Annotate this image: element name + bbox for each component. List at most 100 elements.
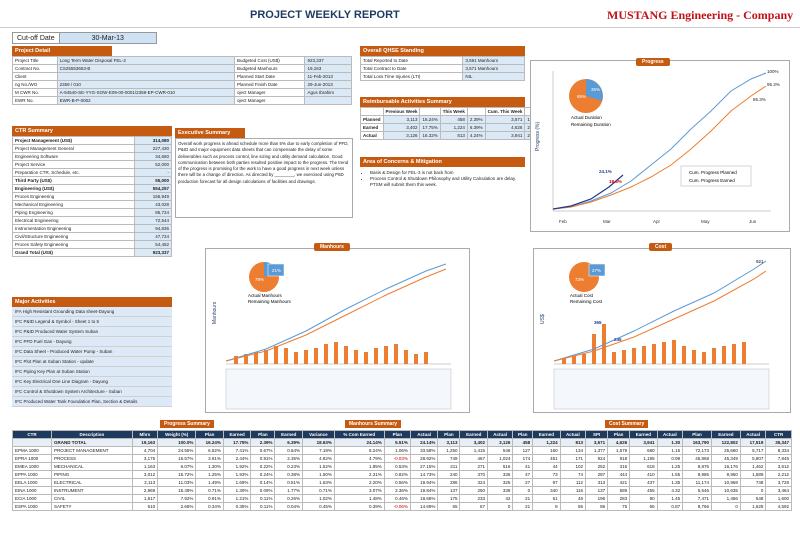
summary-header-cell: Weight (%) [157, 430, 197, 439]
summary-row: EPRA 1000 PROCESS 3,175 16.57% 3.91% 2.44% 0.9… [11, 454, 792, 463]
summary-cell: INSTRUMENT [51, 486, 133, 495]
qhse-row: Total Loss Time Injuries (LTI) NIL [359, 72, 525, 81]
pie-pct-1: 65% [577, 94, 586, 99]
chart-bar [672, 340, 676, 364]
summary-cell: 86 [585, 502, 609, 511]
cost-pie-legend-2: Remaining Cost [570, 299, 603, 304]
ctr-row: Mechanical Engineering 43,028 [12, 200, 173, 209]
ctr-label: Third Party (US$) [12, 176, 135, 185]
summary-cell: 127 [512, 446, 534, 455]
ctr-label: Electrical Engineering [12, 216, 135, 225]
ctr-label: Engineering (US$) [12, 184, 135, 193]
summary-header-cell: Earned [274, 430, 303, 439]
ctr-summary-header: CTR Summary [12, 126, 172, 136]
summary-cell: 3,512 [765, 462, 792, 471]
summary-cell: PROJECT MANAGEMENT [51, 446, 133, 455]
summary-cell: 48 [559, 494, 587, 503]
chart-bar [354, 350, 358, 364]
summary-cell: 1.21% [222, 494, 252, 503]
summary-cell: 100.0% [157, 438, 197, 447]
chart-bar [254, 352, 258, 364]
activity-item: IFC Control & Shutdown System Architectu… [12, 387, 172, 397]
progress-label-4: 24.1% [599, 169, 612, 174]
activity-item: IFC Piping Key Plan at Suban Station [12, 367, 172, 377]
summary-cell: 370 [459, 470, 488, 479]
project-detail-row: Client Planned Start Date 11-Feb-2013 [12, 72, 352, 81]
mh-pie-2: 21% [272, 268, 281, 273]
summary-cell: 1.35 [656, 478, 684, 487]
cutoff-value[interactable]: 30-Mar-13 [58, 33, 156, 43]
summary-row: EINA 1000 INSTRUMENT 2,969 15.49% 0.71% 1.30%… [11, 486, 792, 495]
project-detail-row: M CWR No. A-94540-SE-YYG-SOW-E09-00-0001/… [12, 88, 352, 97]
summary-cell: 33.58% [409, 446, 439, 455]
chart-bar [632, 348, 636, 364]
summary-row: EPMA 1000 PROJECT MANAGEMENT 4,704 24.55% 6.… [11, 446, 792, 455]
summary-cell: PIPING [51, 470, 133, 479]
summary-cell: 2.66% [157, 502, 197, 511]
cost-label-3: 245 [614, 337, 622, 342]
summary-cell: 137 [437, 486, 461, 495]
summary-header-cell: Plan [195, 430, 224, 439]
summary-cell: 283 [607, 494, 631, 503]
actual-line [552, 174, 624, 210]
concerns-panel: Area of Concerns & Mitigation Basis & De… [360, 157, 525, 217]
qhse-label: Total Loss Time Injuries (LTI) [359, 72, 464, 81]
cost-summary-header: Cost Summary [605, 420, 649, 428]
summary-cell: 339 [486, 486, 514, 495]
summary-cell: 4.32 [656, 486, 684, 495]
reimbursable-cell: Planned [360, 115, 384, 124]
summary-cell: 1.55 [656, 470, 684, 479]
summary-cell: 813 [559, 438, 587, 447]
summary-cell: 2.39% [250, 438, 276, 447]
summary-cell: 3,571 [585, 438, 609, 447]
summary-cell: 18.68% [409, 494, 439, 503]
summary-cell: 19.94% [409, 478, 439, 487]
detail-label: Project Title [12, 56, 58, 65]
summary-header-cell: Plan [383, 430, 411, 439]
summary-cell: 467 [459, 454, 488, 463]
chart-bar [284, 348, 288, 364]
summary-cell: 1,517 [131, 494, 159, 503]
summary-cell: 1,195 [629, 454, 658, 463]
reimbursable-cell: 16.32% [419, 131, 441, 140]
reimbursable-cell: 3,126 [382, 131, 421, 140]
summary-cell: 6.07% [157, 462, 197, 471]
summary-header-row: CTR Description Mhrs Weight (%) Plan Earned Pl… [11, 430, 792, 439]
project-detail-row: Project Title Long Term Water Disposal FE… [12, 56, 352, 65]
summary-cell: 4.79% [333, 454, 385, 463]
summary-cell: 90 [629, 494, 658, 503]
reimbursable-header: Reimbursable Activities Summary [360, 97, 525, 107]
ctr-value: 554,257 [133, 184, 173, 193]
summary-header-cell: Earned [459, 430, 488, 439]
summary-cell: 134 [559, 446, 587, 455]
summary-cell: 0 [711, 502, 741, 511]
summary-cell: 1.49% [195, 478, 224, 487]
detail-value: 29-Jun-2013 [304, 80, 352, 89]
activity-item: IFC P&ID Legend & Symbol - Sheet 1 to 5 [12, 317, 172, 327]
summary-cell: -0.03% [383, 454, 411, 463]
ctr-value: - [133, 168, 173, 177]
chart-bar [374, 348, 378, 364]
summary-cell: 0.35% [222, 502, 252, 511]
summary-header-cell: Plan [250, 430, 276, 439]
detail-label: ng No./WO [12, 80, 58, 89]
summary-cell: 9,950 [711, 470, 741, 479]
summary-cell: 0.67% [250, 446, 276, 455]
progress-chart-svg: Progress (%) 100% 95.3% 85.3% 24.1% 18.6… [535, 69, 780, 224]
summary-cell: 0.51% [274, 478, 303, 487]
chart-bar [304, 350, 308, 364]
progress-label-2: 95.3% [767, 82, 780, 87]
summary-cell: 1.69% [222, 478, 252, 487]
summary-cell: 0 [486, 502, 514, 511]
project-detail-panel: Project Detail Project Title Long Term Wa… [12, 46, 352, 105]
reimbursable-cell: 3,571 [484, 115, 526, 124]
summary-cell: 2,969 [131, 486, 159, 495]
mh-pie-legend-2: Remaining Manhours [248, 299, 292, 304]
summary-cell: 3,941 [629, 438, 658, 447]
ctr-row: Engineering Software 34,650 [12, 152, 173, 161]
summary-cell: 24.55% [157, 446, 197, 455]
cost-pie-2: 27% [592, 268, 601, 273]
reimbursable-cell: 2.39% [466, 115, 486, 124]
pie-legend-1: Actual Duration [571, 115, 602, 120]
summary-cell: 1.30% [195, 462, 224, 471]
